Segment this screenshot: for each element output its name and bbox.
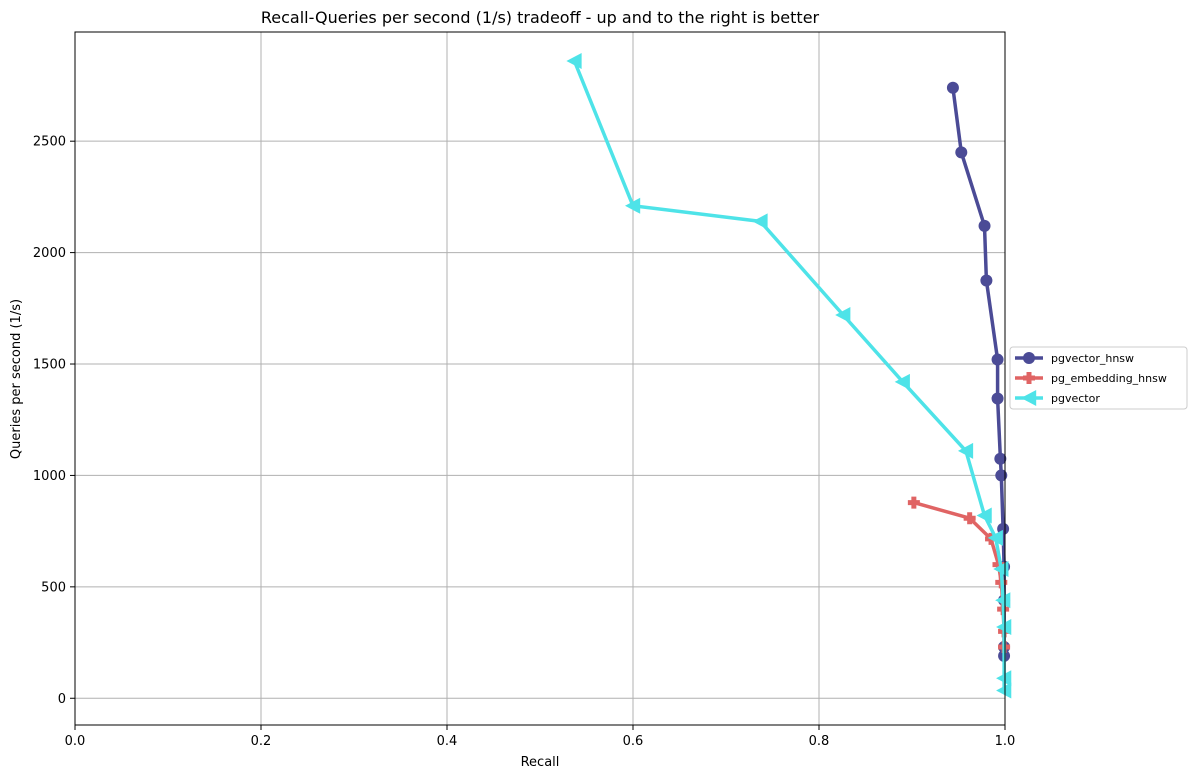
data-point xyxy=(995,592,1011,609)
data-point xyxy=(946,81,959,94)
data-point xyxy=(625,197,641,214)
data-point xyxy=(996,618,1012,635)
legend-label: pg_embedding_hnsw xyxy=(1051,372,1167,385)
y-tick-label: 2500 xyxy=(33,135,66,150)
legend-marker xyxy=(1021,390,1037,406)
y-tick-label: 500 xyxy=(41,580,66,595)
data-point xyxy=(752,213,768,230)
series-pgvector xyxy=(566,52,1012,699)
chart-title: Recall-Queries per second (1/s) tradeoff… xyxy=(261,8,820,27)
x-axis-label: Recall xyxy=(521,755,560,770)
data-point xyxy=(991,392,1004,405)
data-point xyxy=(907,496,920,509)
x-tick-label: 0.0 xyxy=(65,734,86,749)
y-tick-label: 2000 xyxy=(33,246,66,261)
x-tick-label: 0.6 xyxy=(623,734,644,749)
data-point xyxy=(963,512,976,525)
y-tick-label: 0 xyxy=(58,692,66,707)
legend-label: pgvector_hnsw xyxy=(1051,352,1134,365)
plot-frame xyxy=(74,31,1006,726)
data-point xyxy=(978,219,991,232)
y-axis-label: Queries per second (1/s) xyxy=(9,299,24,459)
legend-box xyxy=(1009,346,1188,410)
data-point xyxy=(976,507,992,524)
x-tick-label: 0.8 xyxy=(809,734,830,749)
data-point xyxy=(992,558,1005,571)
data-point xyxy=(987,529,1003,546)
data-point xyxy=(566,52,582,69)
x-tick-label: 0.4 xyxy=(437,734,458,749)
data-point xyxy=(996,682,1012,699)
axis-ticks: 0.0 0.2 0.4 0.6 0.8 1.0 0 500 1000 1500 2000 2500 xyxy=(33,135,1015,749)
data-point xyxy=(955,146,968,159)
legend-marker xyxy=(1023,352,1035,364)
legend-label: pgvector xyxy=(1051,392,1100,405)
y-tick-label: 1000 xyxy=(33,469,66,484)
legend-marker xyxy=(1023,372,1035,384)
data-point xyxy=(957,442,974,459)
grid-lines xyxy=(74,32,1006,725)
legend: pgvector_hnsw pg_embedding_hnsw pgvector xyxy=(1009,346,1188,410)
data-point xyxy=(996,670,1012,687)
data-point xyxy=(995,469,1008,482)
data-point xyxy=(994,452,1007,465)
series-layer xyxy=(566,52,1012,699)
data-point xyxy=(835,306,851,323)
data-point xyxy=(894,373,910,390)
x-tick-label: 1.0 xyxy=(995,734,1016,749)
data-point xyxy=(991,353,1004,366)
x-tick-label: 0.2 xyxy=(251,734,272,749)
y-tick-label: 1500 xyxy=(33,358,66,373)
data-point xyxy=(980,274,993,287)
